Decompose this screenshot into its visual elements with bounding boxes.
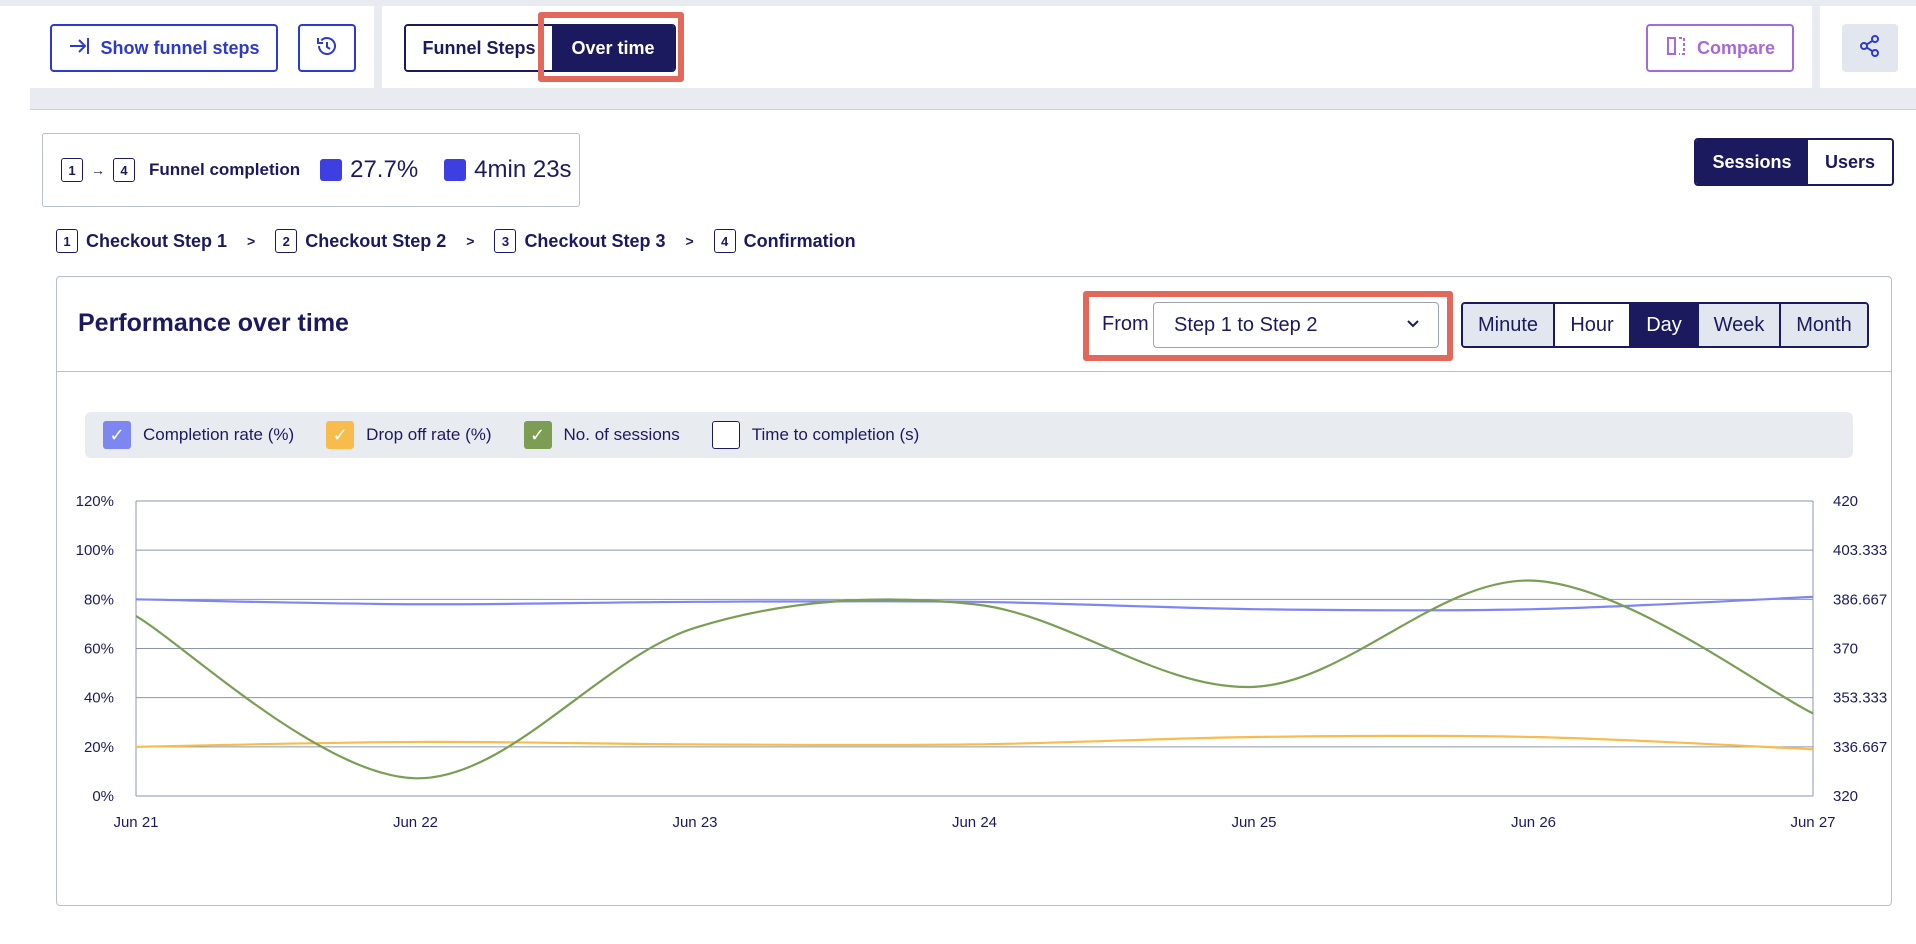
y-left-tick-label: 20% — [84, 739, 114, 756]
step-3-number: 3 — [494, 229, 517, 253]
time-swatch — [444, 159, 467, 181]
chevron-right-icon: > — [466, 233, 475, 249]
y-right-tick-label: 336.667 — [1833, 739, 1887, 756]
legend-completion-rate[interactable]: ✓ Completion rate (%) — [103, 421, 294, 449]
check-icon: ✓ — [523, 421, 552, 449]
arrow-right-icon: → — [91, 162, 105, 178]
y-left-tick-label: 100% — [76, 542, 114, 559]
granularity-day[interactable]: Day — [1629, 304, 1697, 346]
compare-label: Compare — [1696, 37, 1776, 58]
legend-drop-off-rate[interactable]: ✓ Drop off rate (%) — [326, 421, 492, 449]
x-tick-label: Jun 23 — [672, 814, 717, 831]
granularity-month[interactable]: Month — [1779, 304, 1867, 346]
series-line-drop-off-rate — [135, 734, 1814, 751]
step-1-number: 1 — [56, 229, 78, 253]
legend-time-to-completion-label: Time to completion (s) — [751, 425, 920, 444]
chevron-right-icon: > — [247, 233, 256, 249]
performance-chart: 0% 320 20% 336.667 40% 353.333 60% 370 80% 386.66… — [76, 493, 1888, 831]
x-tick-label: Jun 26 — [1511, 814, 1556, 831]
legend-sessions-label: No. of sessions — [563, 425, 680, 444]
x-tick-label: Jun 22 — [393, 814, 438, 831]
granularity-minute[interactable]: Minute — [1463, 304, 1553, 346]
y-left-tick-label: 60% — [84, 641, 114, 658]
tab-funnel-steps[interactable]: Funnel Steps — [406, 26, 552, 70]
y-right-tick-label: 370 — [1833, 641, 1858, 658]
y-left-tick-label: 120% — [76, 493, 114, 510]
y-right-tick-label: 353.333 — [1833, 690, 1887, 707]
step-1-name: Checkout Step 1 — [86, 230, 228, 251]
y-right-tick-label: 320 — [1833, 788, 1858, 805]
share-button[interactable] — [1842, 24, 1898, 72]
x-tick-label: Jun 21 — [113, 814, 158, 831]
step-3-name: Checkout Step 3 — [524, 230, 666, 251]
compare-icon — [1665, 35, 1687, 62]
y-right-tick-label: 386.667 — [1833, 591, 1887, 608]
completion-rate-value: 27.7% — [350, 156, 419, 183]
summary-label: Funnel completion — [149, 160, 301, 179]
step-4: 4 Confirmation — [713, 229, 856, 253]
step-range-value: Step 1 to Step 2 — [1174, 313, 1318, 336]
chart-legend: ✓ Completion rate (%) ✓ Drop off rate (%… — [85, 412, 1853, 458]
panel-header: Performance over time From Step 1 to Ste… — [57, 277, 1891, 372]
step-breadcrumb: 1 Checkout Step 1 > 2 Checkout Step 2 > … — [56, 229, 856, 253]
series-line-completion-rate — [135, 595, 1814, 612]
x-tick-label: Jun 27 — [1790, 814, 1835, 831]
series-line-no-of-sessions — [135, 579, 1814, 780]
y-right-tick-label: 403.333 — [1833, 542, 1887, 559]
chevron-right-icon: > — [685, 233, 694, 249]
performance-panel: Performance over time From Step 1 to Ste… — [56, 276, 1892, 906]
empty-checkbox-icon — [711, 421, 740, 449]
completion-time-value: 4min 23s — [474, 156, 572, 183]
compare-button[interactable]: Compare — [1646, 24, 1794, 72]
sessions-toggle[interactable]: Sessions — [1696, 140, 1808, 184]
granularity-selector: Minute Hour Day Week Month — [1461, 302, 1869, 348]
users-toggle[interactable]: Users — [1808, 140, 1892, 184]
history-icon — [315, 34, 339, 63]
y-left-tick-label: 40% — [84, 690, 114, 707]
chevron-down-icon — [1406, 313, 1420, 334]
y-left-tick-label: 0% — [92, 788, 114, 805]
step-2: 2 Checkout Step 2 — [275, 229, 446, 253]
summary-to-step: 4 — [113, 158, 135, 182]
panel-title: Performance over time — [78, 309, 349, 337]
legend-completion-rate-label: Completion rate (%) — [143, 425, 295, 444]
granularity-hour[interactable]: Hour — [1553, 304, 1629, 346]
step-range-select[interactable]: Step 1 to Step 2 — [1153, 302, 1439, 348]
show-funnel-steps-button[interactable]: Show funnel steps — [50, 24, 278, 72]
check-icon: ✓ — [326, 421, 355, 449]
step-1: 1 Checkout Step 1 — [56, 229, 227, 253]
y-left-tick-label: 80% — [84, 591, 114, 608]
sessions-users-toggle: Sessions Users — [1694, 138, 1894, 186]
from-label: From — [1102, 313, 1149, 335]
legend-time-to-completion[interactable]: Time to completion (s) — [711, 421, 920, 449]
show-funnel-steps-label: Show funnel steps — [100, 37, 260, 58]
funnel-completion-summary: 1 → 4 Funnel completion 27.7% 4min 23s — [42, 133, 580, 207]
summary-from-step: 1 — [61, 158, 83, 182]
completion-rate-swatch — [320, 159, 343, 181]
step-2-number: 2 — [275, 229, 298, 253]
legend-sessions[interactable]: ✓ No. of sessions — [523, 421, 680, 449]
history-button[interactable] — [298, 24, 356, 72]
step-3: 3 Checkout Step 3 — [494, 229, 665, 253]
arrow-right-to-bar-icon — [68, 36, 90, 61]
check-icon: ✓ — [103, 421, 131, 449]
x-tick-label: Jun 24 — [952, 814, 997, 831]
view-tabs: Funnel Steps Over time — [404, 24, 676, 72]
y-right-tick-label: 420 — [1833, 493, 1858, 510]
share-icon — [1859, 34, 1881, 62]
step-2-name: Checkout Step 2 — [305, 230, 447, 251]
x-tick-label: Jun 25 — [1231, 814, 1276, 831]
legend-drop-off-rate-label: Drop off rate (%) — [366, 425, 492, 444]
tab-over-time[interactable]: Over time — [552, 26, 674, 70]
granularity-week[interactable]: Week — [1697, 304, 1779, 346]
step-4-name: Confirmation — [743, 230, 856, 251]
step-4-number: 4 — [713, 229, 736, 253]
